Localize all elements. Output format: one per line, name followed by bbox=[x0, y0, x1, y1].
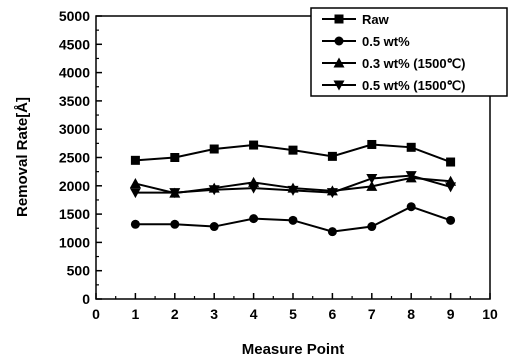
data-point bbox=[446, 215, 456, 225]
data-point bbox=[169, 188, 181, 199]
legend-marker bbox=[334, 14, 344, 24]
data-point bbox=[367, 222, 377, 232]
series-raw bbox=[130, 139, 456, 167]
data-point bbox=[406, 202, 416, 212]
x-tick-label: 7 bbox=[368, 306, 376, 322]
y-tick-label: 500 bbox=[67, 263, 91, 279]
x-tick-label: 4 bbox=[250, 306, 258, 322]
x-tick-label: 9 bbox=[447, 306, 455, 322]
y-tick-label: 1500 bbox=[59, 206, 90, 222]
data-point bbox=[406, 142, 416, 152]
data-point bbox=[129, 188, 141, 199]
x-tick-label: 10 bbox=[482, 306, 498, 322]
y-tick-label: 0 bbox=[82, 291, 90, 307]
data-point bbox=[130, 219, 140, 229]
plot-marks bbox=[129, 139, 457, 237]
y-tick-label: 3500 bbox=[59, 93, 90, 109]
legend-label-0-3wt-1500c: 0.3 wt% (1500℃) bbox=[362, 56, 465, 71]
data-point bbox=[249, 214, 259, 224]
data-point bbox=[366, 180, 378, 191]
legend-label-raw: Raw bbox=[362, 12, 390, 27]
data-point bbox=[366, 173, 378, 184]
series-0-5-wt-1500 bbox=[129, 171, 457, 199]
x-tick-label: 5 bbox=[289, 306, 297, 322]
y-tick-label: 4500 bbox=[59, 36, 90, 52]
y-tick-label: 3000 bbox=[59, 121, 90, 137]
data-point bbox=[367, 139, 377, 149]
data-point bbox=[209, 222, 219, 232]
legend: Raw 0.5 wt% 0.3 wt% (1500℃) 0.5 wt% (150… bbox=[310, 7, 508, 97]
data-point bbox=[445, 182, 457, 193]
data-point bbox=[327, 151, 337, 161]
legend-marker bbox=[333, 80, 345, 91]
data-point bbox=[288, 145, 298, 155]
legend-marker bbox=[334, 36, 344, 46]
legend-label-0-5wt: 0.5 wt% bbox=[362, 34, 410, 49]
series-0-5-wt bbox=[130, 202, 456, 237]
data-point bbox=[446, 157, 456, 167]
y-tick-label: 1000 bbox=[59, 234, 90, 250]
data-point bbox=[248, 183, 260, 194]
data-point bbox=[170, 153, 180, 162]
legend-marks bbox=[322, 14, 356, 91]
x-tick-label: 1 bbox=[132, 306, 140, 322]
x-tick-label: 2 bbox=[171, 306, 179, 322]
legend-marker bbox=[333, 57, 345, 68]
y-tick-label: 2000 bbox=[59, 178, 90, 194]
data-point bbox=[288, 215, 298, 225]
data-point bbox=[327, 227, 337, 237]
x-axis-title: Measure Point bbox=[242, 341, 345, 358]
x-tick-label: 0 bbox=[92, 306, 100, 322]
plot-frame bbox=[95, 15, 491, 300]
data-point bbox=[326, 188, 338, 199]
y-tick-label: 5000 bbox=[59, 8, 90, 24]
legend-label-0-5wt-1500c: 0.5 wt% (1500℃) bbox=[362, 78, 465, 93]
x-tick-label: 6 bbox=[329, 306, 337, 322]
x-tick-label: 8 bbox=[407, 306, 415, 322]
y-tick-label: 2500 bbox=[59, 150, 90, 166]
data-point bbox=[249, 140, 259, 150]
x-tick-label: 3 bbox=[210, 306, 218, 322]
data-point bbox=[129, 178, 141, 189]
data-point bbox=[170, 219, 180, 229]
data-point bbox=[208, 185, 220, 196]
data-point bbox=[405, 171, 417, 182]
y-axis-title: Removal Rate[Å] bbox=[14, 97, 31, 217]
data-point bbox=[209, 144, 219, 154]
data-point bbox=[287, 185, 299, 196]
y-tick-label: 4000 bbox=[59, 65, 90, 81]
data-point bbox=[130, 155, 140, 165]
